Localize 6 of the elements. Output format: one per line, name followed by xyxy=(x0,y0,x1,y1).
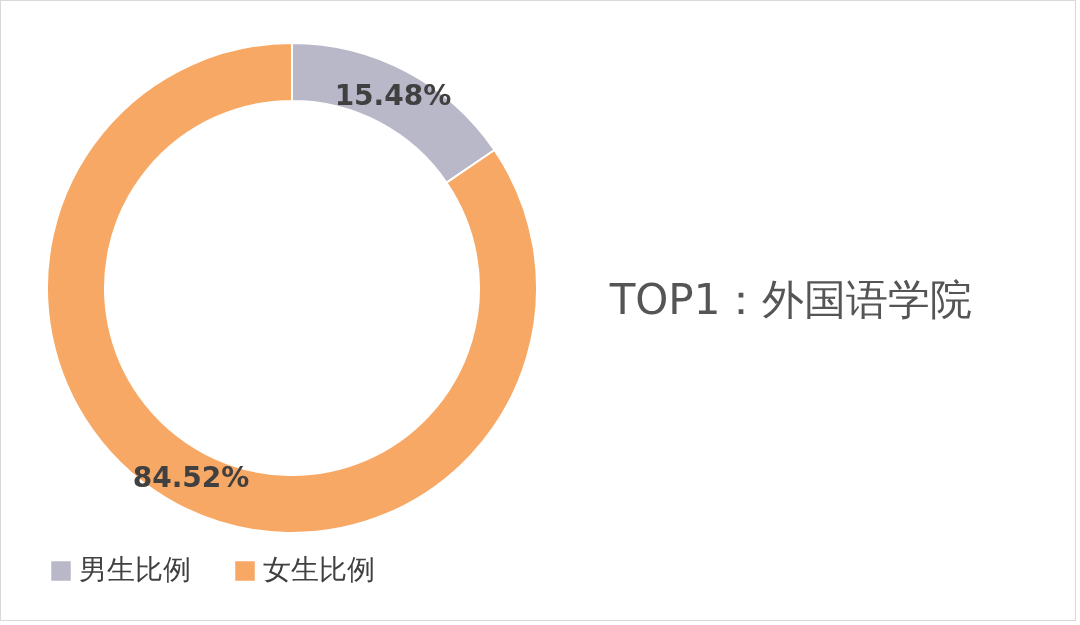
legend-label: 女生比例 xyxy=(263,553,375,586)
data-label: 15.48% xyxy=(334,79,452,113)
legend-label: 男生比例 xyxy=(79,553,191,586)
donut-slice xyxy=(46,42,538,534)
text: TOP1：外国语学院 xyxy=(608,275,973,324)
data-label: 84.52% xyxy=(132,460,250,494)
